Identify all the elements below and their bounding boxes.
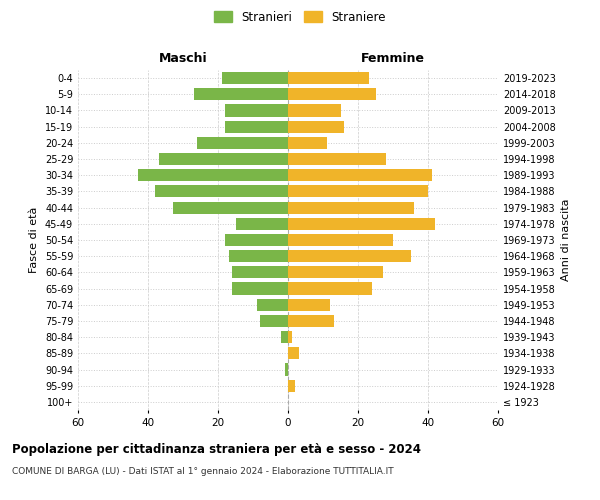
Text: Popolazione per cittadinanza straniera per età e sesso - 2024: Popolazione per cittadinanza straniera p…	[12, 442, 421, 456]
Bar	[288, 202, 414, 213]
Bar	[288, 266, 383, 278]
Bar	[260, 315, 288, 327]
Text: COMUNE DI BARGA (LU) - Dati ISTAT al 1° gennaio 2024 - Elaborazione TUTTITALIA.I: COMUNE DI BARGA (LU) - Dati ISTAT al 1° …	[12, 468, 394, 476]
Bar	[229, 250, 288, 262]
Bar	[288, 153, 386, 165]
Bar	[155, 186, 288, 198]
Bar	[288, 186, 428, 198]
Bar	[232, 282, 288, 294]
Y-axis label: Anni di nascita: Anni di nascita	[561, 198, 571, 281]
Bar	[288, 315, 334, 327]
Bar	[288, 380, 295, 392]
Bar	[257, 298, 288, 311]
Bar	[193, 88, 288, 101]
Bar	[288, 234, 393, 246]
Bar	[235, 218, 288, 230]
Bar	[137, 169, 288, 181]
Bar	[221, 72, 288, 84]
Bar	[288, 120, 344, 132]
Bar	[197, 137, 288, 149]
Bar	[288, 348, 299, 360]
Bar	[284, 364, 288, 376]
Bar	[288, 282, 372, 294]
Bar	[225, 234, 288, 246]
Legend: Stranieri, Straniere: Stranieri, Straniere	[209, 6, 391, 28]
Bar	[288, 137, 326, 149]
Bar	[288, 88, 376, 101]
Bar	[225, 104, 288, 117]
Bar	[288, 250, 410, 262]
Bar	[288, 104, 341, 117]
Bar	[225, 120, 288, 132]
Y-axis label: Fasce di età: Fasce di età	[29, 207, 39, 273]
Text: Maschi: Maschi	[158, 52, 208, 65]
Bar	[288, 298, 330, 311]
Bar	[288, 331, 292, 343]
Bar	[173, 202, 288, 213]
Bar	[288, 218, 435, 230]
Bar	[232, 266, 288, 278]
Bar	[288, 72, 368, 84]
Bar	[158, 153, 288, 165]
Bar	[288, 169, 431, 181]
Text: Femmine: Femmine	[361, 52, 425, 65]
Bar	[281, 331, 288, 343]
